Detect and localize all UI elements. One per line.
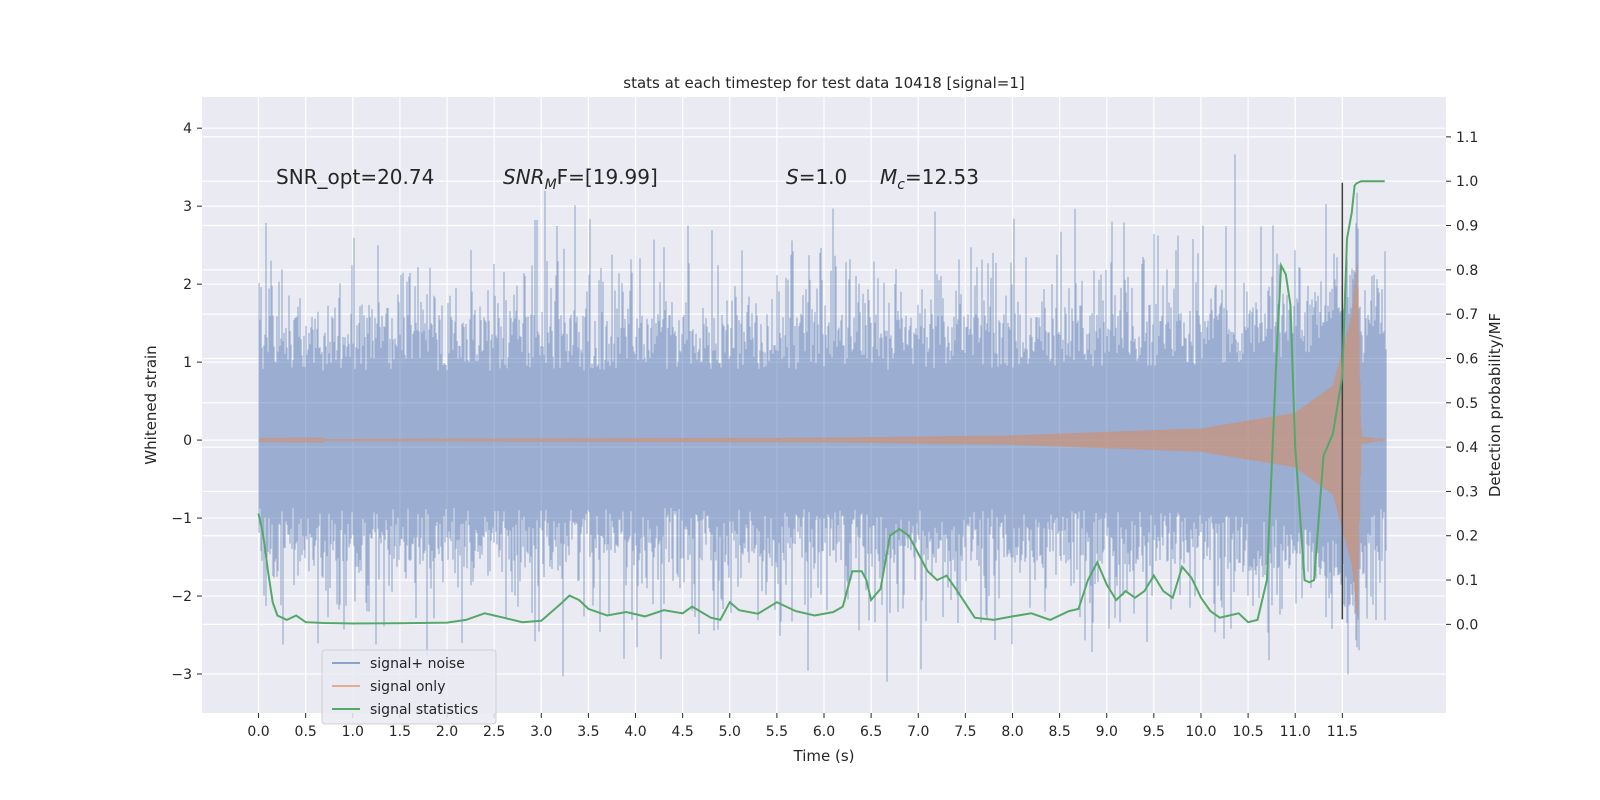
annotation-s: S=1.0	[786, 165, 847, 189]
y-tick-label: 4	[183, 121, 192, 137]
y2-tick-label: 0.8	[1456, 263, 1478, 279]
series-signal-statistics	[257, 180, 1385, 625]
x-tick-label: 6.0	[813, 724, 835, 740]
y2-tick-label: 0.2	[1456, 529, 1478, 545]
y2-tick-label: 0.6	[1456, 351, 1478, 367]
y2-tick-label: 1.1	[1456, 130, 1478, 146]
y2-tick-label: 0.1	[1456, 573, 1478, 589]
y-tick-label: 3	[183, 199, 192, 215]
s-main: S	[786, 165, 799, 189]
legend: signal+ noise signal only signal statist…	[321, 649, 497, 725]
x-tick-label: 6.5	[860, 724, 882, 740]
x-tick-label: 7.0	[907, 724, 929, 740]
x-tick-label: 0.5	[295, 724, 317, 740]
x-tick-label: 3.5	[577, 724, 599, 740]
mc-rest: =12.53	[905, 165, 979, 189]
snr-mf-main: SNR	[503, 165, 545, 189]
legend-label-signal: signal only	[370, 679, 445, 695]
x-axis-ticks: 0.0 0.5 1.0 1.5 2.0 2.5 3.0 3.5 4.0 4.5 5.0 5.5 6.0 6…	[247, 713, 1358, 740]
x-tick-label: 3.0	[530, 724, 552, 740]
x-tick-label: 9.0	[1096, 724, 1118, 740]
legend-label-stats: signal statistics	[370, 702, 478, 718]
annotation-snr-opt: SNR_opt=20.74	[276, 165, 434, 189]
y2-tick-label: 0.9	[1456, 219, 1478, 235]
x-tick-label: 11.5	[1327, 724, 1358, 740]
x-tick-label: 2.5	[483, 724, 505, 740]
x-tick-label: 1.5	[389, 724, 411, 740]
x-axis-label: Time (s)	[793, 747, 855, 765]
legend-label-noise: signal+ noise	[370, 656, 465, 672]
y2-tick-label: 0.0	[1456, 617, 1478, 633]
x-tick-label: 4.5	[672, 724, 694, 740]
x-tick-label: 11.0	[1280, 724, 1311, 740]
data-layer	[257, 154, 1387, 682]
mc-main: M	[880, 165, 897, 189]
y-tick-label: −1	[171, 511, 192, 527]
series-signal-noise	[258, 154, 1387, 682]
y-tick-label: 1	[183, 355, 192, 371]
y2-tick-label: 1.0	[1456, 174, 1478, 190]
y-tick-label: 0	[183, 433, 192, 449]
y2-axis-ticks: 0.0 0.1 0.2 0.3 0.4 0.5 0.6 0.7 0.8 0.9 1.0 1.1	[1446, 130, 1478, 633]
y2-tick-label: 0.5	[1456, 396, 1478, 412]
x-tick-label: 5.5	[766, 724, 788, 740]
x-tick-label: 8.5	[1048, 724, 1070, 740]
y2-tick-label: 0.4	[1456, 440, 1478, 456]
snr-mf-sub: M	[545, 177, 557, 193]
x-tick-label: 5.0	[719, 724, 741, 740]
y-axis-ticks: −3 −2 −1 0 1 2 3 4	[171, 121, 202, 683]
annotation-mc: Mc=12.53	[880, 165, 979, 193]
y2-tick-label: 0.7	[1456, 307, 1478, 323]
y2-axis-label: Detection probability/MF	[1486, 313, 1504, 497]
x-tick-label: 1.0	[342, 724, 364, 740]
series-signal-only	[258, 264, 1386, 616]
x-tick-label: 0.0	[247, 724, 269, 740]
mc-sub: c	[897, 177, 905, 193]
snr-mf-rest: F=[19.99]	[557, 165, 658, 189]
x-tick-label: 2.0	[436, 724, 458, 740]
chart-title: stats at each timestep for test data 104…	[623, 74, 1024, 92]
x-tick-label: 10.0	[1185, 724, 1216, 740]
x-tick-label: 4.0	[624, 724, 646, 740]
x-tick-label: 10.5	[1233, 724, 1264, 740]
s-rest: =1.0	[799, 165, 848, 189]
x-tick-label: 8.0	[1001, 724, 1023, 740]
y-tick-label: 2	[183, 277, 192, 293]
y2-tick-label: 0.3	[1456, 484, 1478, 500]
x-tick-label: 7.5	[954, 724, 976, 740]
y-axis-label: Whitened strain	[142, 345, 160, 464]
y-tick-label: −2	[171, 589, 192, 605]
annotation-snr-mf: SNRMF=[19.99]	[503, 165, 658, 193]
y-tick-label: −3	[171, 667, 192, 683]
legend-box	[321, 649, 497, 725]
x-tick-label: 9.5	[1143, 724, 1165, 740]
